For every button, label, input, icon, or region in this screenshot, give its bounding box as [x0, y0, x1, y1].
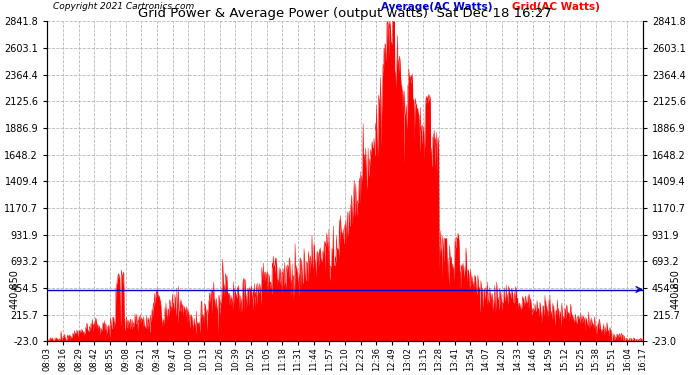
Text: Copyright 2021 Cartronics.com: Copyright 2021 Cartronics.com [53, 2, 195, 11]
Title: Grid Power & Average Power (output watts)  Sat Dec 18 16:27: Grid Power & Average Power (output watts… [138, 8, 552, 20]
Text: 440.850: 440.850 [10, 270, 19, 309]
Text: Average(AC Watts): Average(AC Watts) [381, 2, 492, 12]
Text: Grid(AC Watts): Grid(AC Watts) [512, 2, 600, 12]
Text: 440.850: 440.850 [671, 270, 680, 309]
